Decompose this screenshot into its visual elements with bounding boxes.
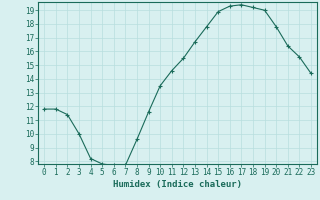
X-axis label: Humidex (Indice chaleur): Humidex (Indice chaleur) xyxy=(113,180,242,189)
